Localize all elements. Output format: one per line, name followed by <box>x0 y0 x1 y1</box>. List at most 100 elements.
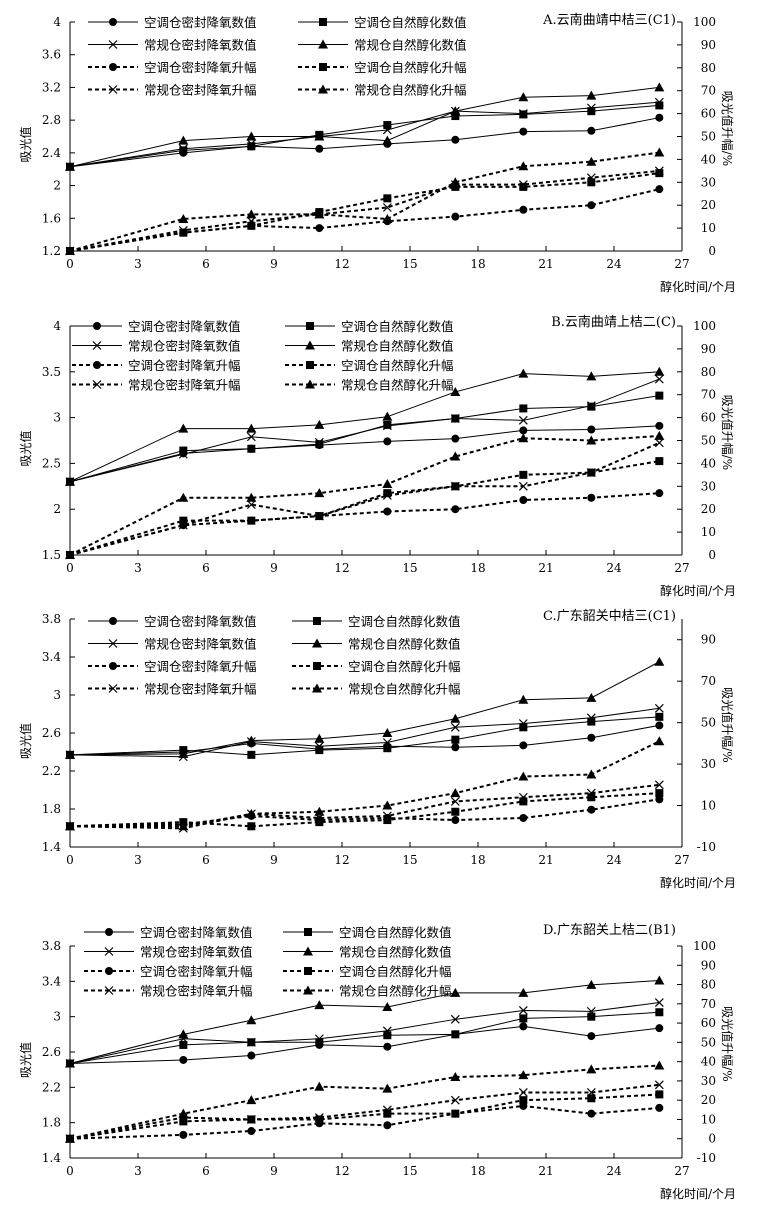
legend-marker <box>105 928 113 936</box>
legend-label: 空调仓密封降氧数值 <box>144 15 257 30</box>
data-point <box>247 516 256 525</box>
y2-tick-label: 90 <box>701 342 716 356</box>
x-tick-label: 21 <box>538 257 553 271</box>
y-axis-label: 吸光值 <box>18 1042 33 1078</box>
data-point <box>586 435 597 445</box>
series-line <box>69 434 660 556</box>
data-point <box>450 481 460 491</box>
x-tick-label: 6 <box>202 1164 210 1178</box>
y-tick-label: 2.2 <box>42 764 61 778</box>
y2-tick-label: -10 <box>697 840 716 854</box>
data-point <box>246 131 257 141</box>
data-point <box>518 1006 528 1015</box>
series-line <box>69 151 660 252</box>
legend-marker <box>312 683 322 693</box>
data-point <box>519 741 528 750</box>
x-axis-label: 醇化时间/个月 <box>660 1186 736 1201</box>
data-point <box>179 446 188 455</box>
y2-axis-label: 吸光值升幅/% <box>720 91 735 166</box>
data-point <box>246 423 257 433</box>
legend-marker <box>93 361 101 369</box>
x-tick-label: 0 <box>66 257 74 271</box>
data-point <box>451 182 460 191</box>
chart-panel-3: 0 3 6 9 12 15 18 21 24 27 1.4 1.8 2.2 2.6 3 3.4 3.8 -10 0 1… <box>18 922 736 1201</box>
y2-tick-label: 90 <box>701 633 716 647</box>
data-point <box>654 736 665 746</box>
series-7 <box>65 1060 665 1143</box>
x-tick-label: 15 <box>402 257 417 271</box>
data-point <box>654 430 665 440</box>
data-point <box>178 1029 189 1039</box>
data-point <box>314 488 325 498</box>
data-point <box>247 1127 256 1136</box>
y-axis-label: 吸光值 <box>18 723 33 759</box>
data-point <box>247 1051 256 1060</box>
y2-tick-label: 70 <box>701 388 716 402</box>
x-tick-label: 12 <box>334 561 349 575</box>
data-point <box>314 419 325 429</box>
data-point <box>518 368 529 378</box>
legend-marker <box>93 322 101 330</box>
legend-label: 空调仓自然醇化数值 <box>354 15 467 30</box>
series-line <box>69 104 660 168</box>
x-tick-label: 0 <box>66 1164 74 1178</box>
data-point <box>519 496 528 505</box>
x-tick-label: 27 <box>674 257 689 271</box>
data-point <box>518 792 528 802</box>
data-point <box>315 440 324 449</box>
y2-tick-label: 10 <box>701 1112 716 1126</box>
data-point <box>314 437 324 447</box>
data-point <box>382 213 393 223</box>
y-tick-label: 3.2 <box>42 80 61 94</box>
data-point <box>382 411 393 421</box>
data-point <box>247 444 256 453</box>
y-tick-label: 3.8 <box>42 612 61 626</box>
data-point <box>382 479 393 489</box>
data-point <box>519 797 528 806</box>
y2-tick-label: 30 <box>701 757 716 771</box>
data-point <box>383 194 392 203</box>
x-tick-label: 3 <box>134 1164 142 1178</box>
y-tick-label: 2.5 <box>42 456 61 470</box>
data-point <box>655 1008 664 1017</box>
data-point <box>451 807 460 816</box>
legend-marker <box>109 63 117 71</box>
series-line <box>69 783 660 830</box>
y-tick-label: 3 <box>53 688 61 702</box>
data-point <box>655 795 664 804</box>
y2-tick-label: 10 <box>701 525 716 539</box>
x-tick-label: 9 <box>270 257 278 271</box>
data-point <box>586 979 597 989</box>
legend-marker <box>313 617 321 625</box>
data-point <box>179 1117 188 1126</box>
data-point <box>655 1024 664 1033</box>
data-point <box>587 1012 596 1021</box>
data-point <box>382 738 392 747</box>
y2-tick-label: 50 <box>701 434 716 448</box>
data-point <box>451 816 460 825</box>
legend-label: 空调仓密封降氧数值 <box>144 614 257 629</box>
legend-label: 常规仓自然醇化升幅 <box>341 378 454 393</box>
data-point <box>383 1042 392 1051</box>
data-point <box>246 432 256 442</box>
data-point <box>383 437 392 446</box>
legend-label: 空调仓密封降氧升幅 <box>128 358 241 373</box>
data-point <box>315 818 324 827</box>
series-6 <box>65 1080 664 1144</box>
y2-tick-label: 30 <box>701 175 716 189</box>
data-point <box>519 182 528 191</box>
data-point <box>314 741 324 751</box>
x-axis-label: 醇化时间/个月 <box>660 583 736 598</box>
series-line <box>69 395 660 483</box>
data-point <box>178 748 189 758</box>
legend-marker <box>108 639 118 648</box>
series-5 <box>66 457 664 559</box>
data-point <box>586 90 597 100</box>
chart-panel-2: 0 3 6 9 12 15 18 21 24 27 1.4 1.8 2.2 2.6 3 3.4 3.8 -10 10… <box>18 608 736 890</box>
data-point <box>519 470 528 479</box>
data-point <box>247 142 256 151</box>
data-point <box>586 1064 597 1074</box>
data-point <box>246 1115 256 1124</box>
data-point <box>586 713 596 723</box>
data-point <box>519 426 528 435</box>
